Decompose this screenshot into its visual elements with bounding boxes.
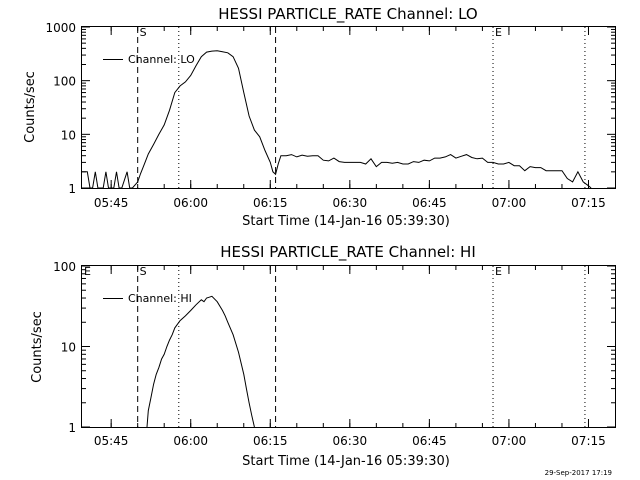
x-tick-label: 06:15 [253,196,288,210]
chart-title: HESSI PARTICLE_RATE Channel: LO [218,5,477,24]
x-tick-label: 06:15 [253,434,288,448]
x-tick-label: 06:00 [173,196,208,210]
legend-label: Channel: HI [128,292,192,305]
y-axis-label: Counts/sec [23,71,38,143]
y-tick-label: 1000 [45,21,76,35]
y-tick-label: 1 [68,421,76,435]
date-stamp: 29-Sep-2017 17:19 [545,469,612,477]
x-tick-label: 06:45 [412,196,447,210]
legend-label: Channel: LO [128,53,195,66]
x-tick-label: 06:00 [173,434,208,448]
plot-frame [81,26,616,189]
legend: Channel: HI [103,292,192,305]
x-tick-label: 07:00 [492,434,527,448]
y-tick-label: 100 [53,75,76,89]
chart-title: HESSI PARTICLE_RATE Channel: HI [220,243,476,262]
axis-ticks: 05:45 06:00 06:15 06:30 06:45 07:00 07:15 1 10 10… [45,21,615,210]
x-tick-label: 05:45 [94,434,129,448]
x-axis-label: Start Time (14-Jan-16 05:39:30) [242,454,450,469]
x-tick-label: 06:30 [333,434,368,448]
x-tick-label: 06:30 [333,196,368,210]
y-tick-label: 100 [53,260,76,274]
marker-label: E [495,26,502,39]
y-axis-label: Counts/sec [30,311,45,383]
y-tick-label: 1 [68,182,76,196]
y-tick-label: 10 [61,341,76,355]
axis-ticks: 05:45 06:00 06:15 06:30 06:45 07:00 07:15 1 10 10… [53,260,615,448]
hi-channel-chart: HESSI PARTICLE_RATE Channel: HI E S E 05:4… [30,243,616,469]
x-tick-label: 05:45 [94,196,129,210]
marker-label: S [140,265,147,278]
x-tick-label: 06:45 [412,434,447,448]
marker-label: S [140,26,147,39]
x-tick-label: 07:15 [571,434,606,448]
marker-label: E [495,265,502,278]
x-tick-label: 07:00 [492,196,527,210]
x-axis-label: Start Time (14-Jan-16 05:39:30) [242,214,450,229]
marker-label: E [84,265,91,278]
plot-frame [81,265,616,428]
series-line-lo [82,50,592,189]
y-tick-label: 10 [61,128,76,142]
series-line-hi [146,295,255,428]
legend: Channel: LO [103,53,195,66]
x-tick-label: 07:15 [571,196,606,210]
